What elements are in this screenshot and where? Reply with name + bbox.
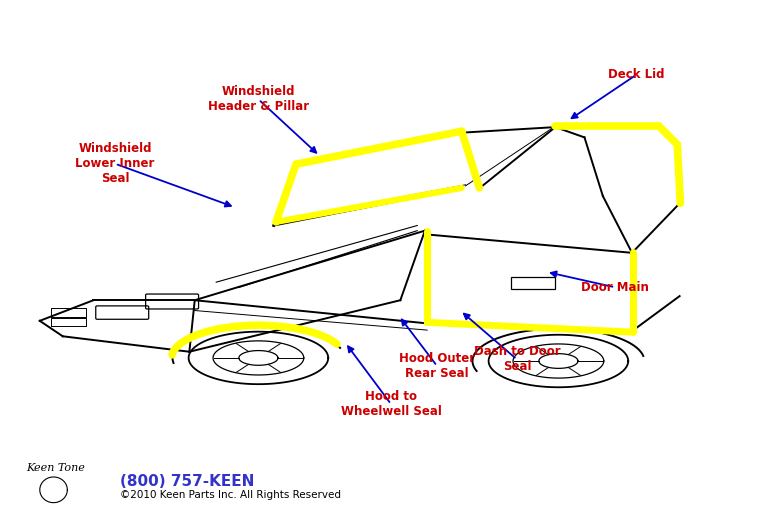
Text: Hood to
Wheelwell Seal: Hood to Wheelwell Seal [340, 390, 441, 419]
Text: Door Main: Door Main [581, 281, 649, 294]
Text: Windshield
Header & Pillar: Windshield Header & Pillar [208, 85, 309, 113]
Text: Windshield
Lower Inner
Seal: Windshield Lower Inner Seal [75, 142, 155, 185]
Text: Deck Lid: Deck Lid [608, 68, 665, 81]
Text: Dash to Door
Seal: Dash to Door Seal [474, 346, 561, 373]
Text: Keen Tone: Keen Tone [26, 463, 85, 473]
Text: (800) 757-KEEN: (800) 757-KEEN [120, 474, 255, 489]
Bar [511, 277, 555, 289]
Text: Hood Outer
Rear Seal: Hood Outer Rear Seal [399, 352, 475, 380]
Text: ©2010 Keen Parts Inc. All Rights Reserved: ©2010 Keen Parts Inc. All Rights Reserve… [120, 490, 341, 500]
